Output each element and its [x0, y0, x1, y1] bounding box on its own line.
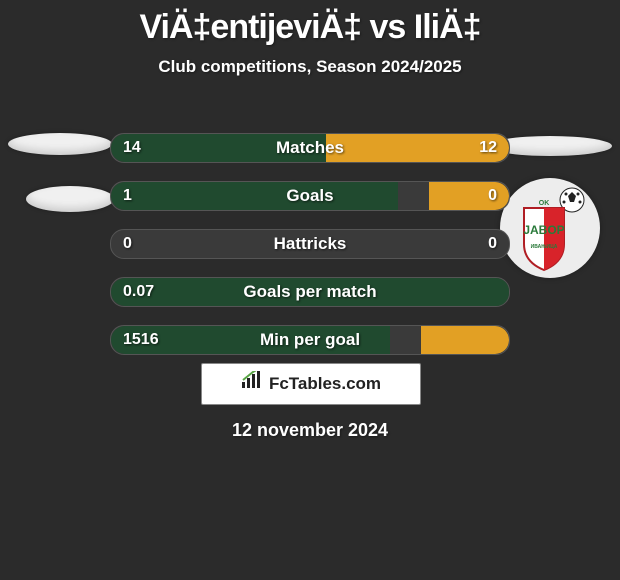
svg-text:ИВАЊИЦА: ИВАЊИЦА	[531, 244, 558, 250]
fctables-watermark[interactable]: FcTables.com	[201, 363, 421, 405]
stat-row-goals-per-match: Goals per match0.07	[110, 277, 510, 307]
stat-label: Matches	[111, 134, 509, 162]
right-value: 12	[479, 134, 497, 162]
bar-chart-icon	[241, 365, 263, 405]
stat-row-min-per-goal: Min per goal1516	[110, 325, 510, 355]
generated-date: 12 november 2024	[0, 420, 620, 441]
stat-label: Min per goal	[111, 326, 509, 354]
stat-row-matches: Matches14 12	[110, 133, 510, 163]
right-value: 0	[488, 230, 497, 258]
stat-row-goals: Goals1 0	[110, 181, 510, 211]
svg-text:OK: OK	[539, 200, 550, 207]
right-team-logo: OK JABOP ИВАЊИЦА	[500, 178, 600, 278]
left-value: 14	[123, 134, 141, 162]
comparison-bars: Matches1412Goals10Hattricks00Goals per m…	[110, 133, 510, 373]
left-value: 0	[123, 230, 132, 258]
stat-label: Goals per match	[111, 278, 509, 306]
stat-label: Goals	[111, 182, 509, 210]
comparison-title: ViÄ‡entijeviÄ‡ vs IliÄ‡	[0, 8, 620, 47]
left-value: 0.07	[123, 278, 154, 306]
right-value: 0	[488, 182, 497, 210]
left-team-blob-2	[26, 186, 114, 212]
fctables-brand-text: FcTables.com	[269, 374, 381, 393]
left-value: 1	[123, 182, 132, 210]
stat-row-hattricks: Hattricks0 0	[110, 229, 510, 259]
svg-text:JABOP: JABOP	[523, 223, 564, 237]
javor-crest-icon: OK JABOP ИВАЊИЦА	[500, 178, 600, 278]
comparison-subtitle: Club competitions, Season 2024/2025	[0, 57, 620, 77]
left-value: 1516	[123, 326, 159, 354]
stat-label: Hattricks	[111, 230, 509, 258]
left-team-blob-1	[8, 133, 112, 155]
